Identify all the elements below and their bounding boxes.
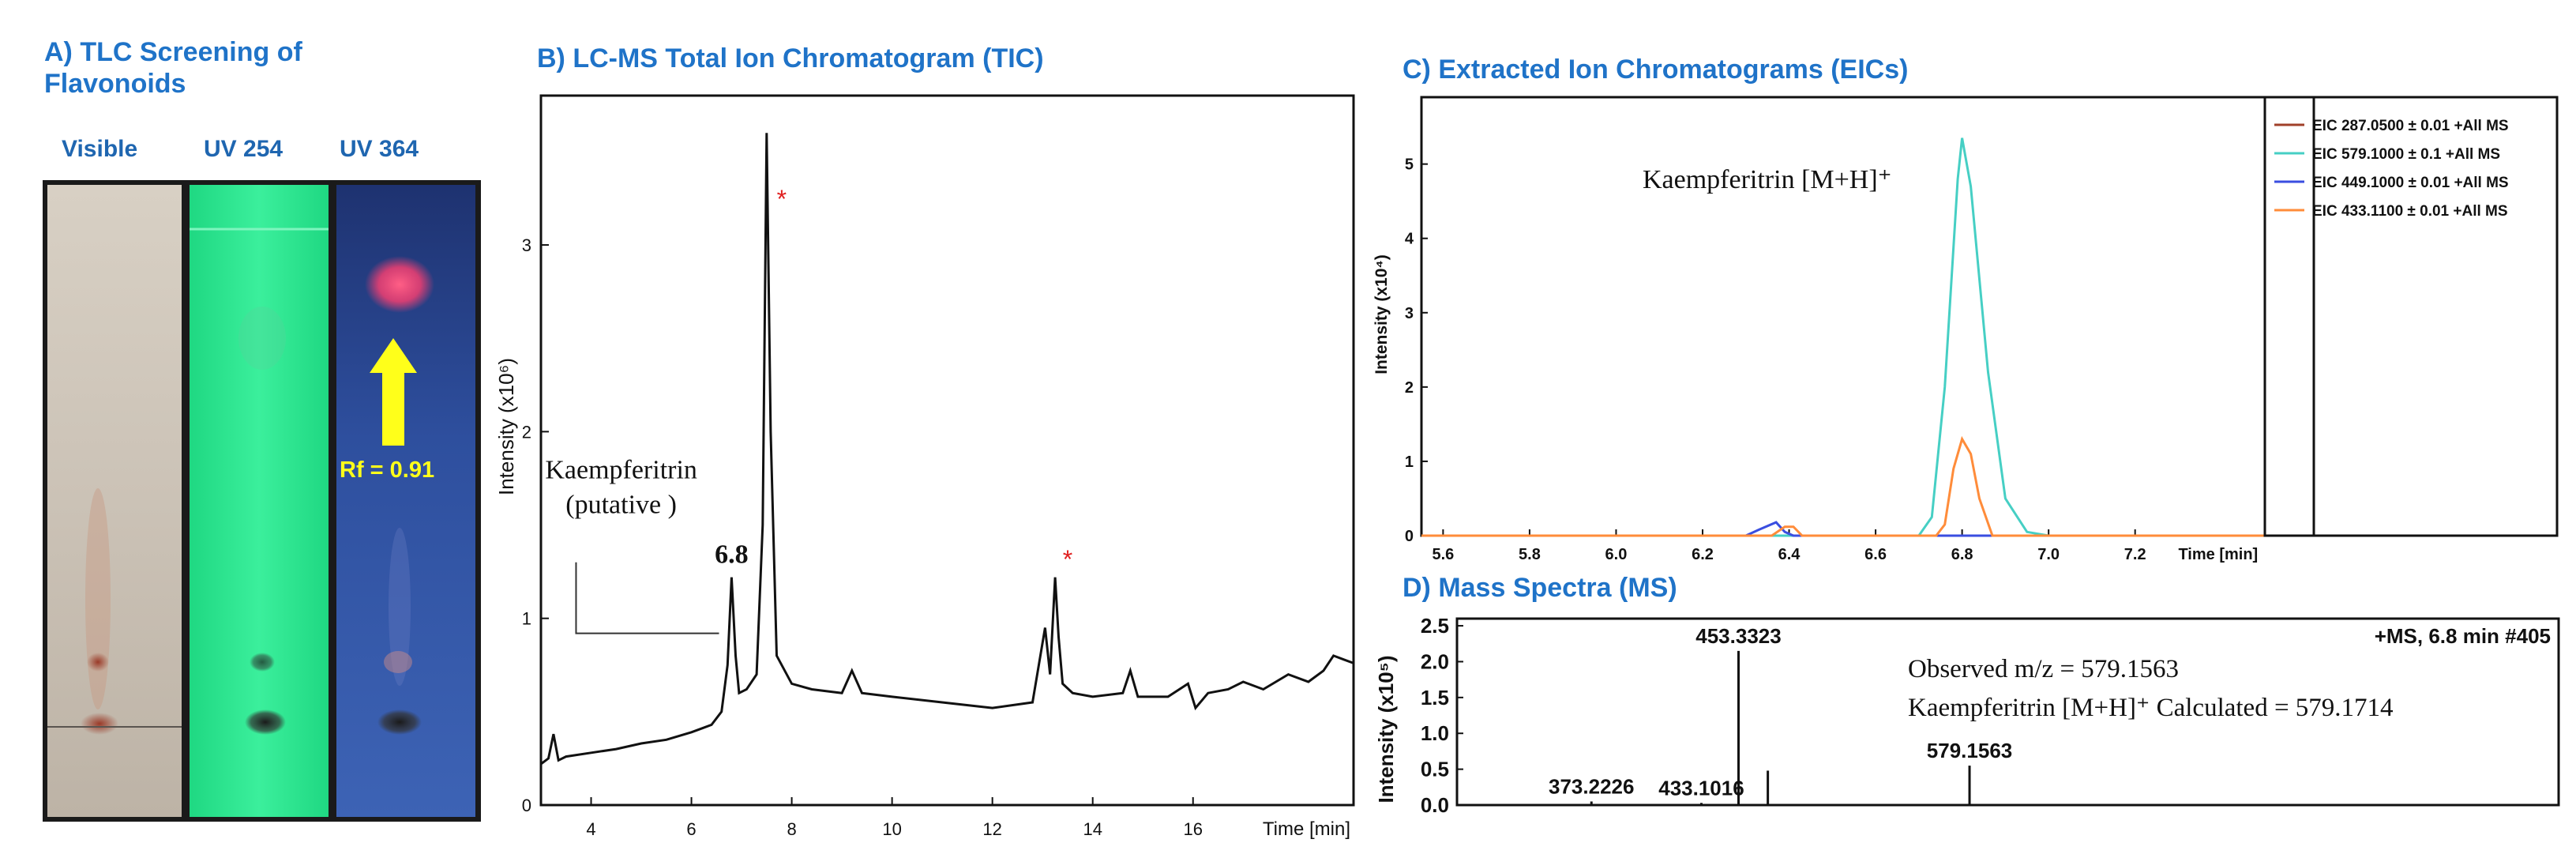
tic-star-mark-2: * xyxy=(1063,545,1072,574)
uv364-pink-spot xyxy=(365,256,434,313)
lane-label-visible: Visible xyxy=(62,136,138,162)
eic-annotation: Kaempferitrin [M+H]⁺ xyxy=(1643,165,1892,194)
rf-arrow-icon xyxy=(370,338,417,446)
eic-legend-label: EIC 579.1000 ± 0.1 +All MS xyxy=(2312,146,2500,163)
eic-chart: Intensity (x10⁴) 0 1 2 3 4 5 5.6 5.8 6.0 6.2 6.4 6… xyxy=(1372,96,2559,563)
tic-xtick-label: 14 xyxy=(1083,819,1102,839)
tic-annotation-line2: (putative ) xyxy=(565,490,677,519)
tic-trace-line xyxy=(540,133,1354,766)
tic-ytick-label: 0 xyxy=(522,796,531,815)
eic-ytick-label: 3 xyxy=(1405,305,1414,322)
uv364-spot-origin xyxy=(377,709,422,735)
tic-annotation-line1: Kaempferitrin xyxy=(545,455,697,484)
uv364-streak xyxy=(389,528,411,686)
tlc-plate-image: Rf = 0.91 xyxy=(43,180,481,822)
panel-a-title-line2: Flavonoids xyxy=(44,69,186,99)
tic-xtick-label: 16 xyxy=(1183,819,1202,839)
eic-series-line-4 xyxy=(1421,435,2265,537)
visible-spot-origin xyxy=(81,713,118,735)
tic-star-mark-1: * xyxy=(777,185,787,213)
eic-xtick-label: 6.8 xyxy=(1951,546,1973,563)
eic-xtick-label: 6.4 xyxy=(1778,546,1801,563)
ms-peak-label: 373.2226 xyxy=(1549,774,1634,798)
tic-xtick-label: 8 xyxy=(787,819,796,839)
visible-streak xyxy=(85,488,111,709)
ms-ylabel: Intensity (x10⁵) xyxy=(1374,655,1398,803)
eic-ytick-label: 2 xyxy=(1405,379,1414,397)
eic-series-line-3 xyxy=(1421,521,2265,537)
uv364-spot-mid xyxy=(384,651,412,673)
panel-b-title: B) LC-MS Total Ion Chromatogram (TIC) xyxy=(537,43,1044,73)
ms-observed-text: Observed m/z = 579.1563 xyxy=(1908,655,2179,683)
ms-header: +MS, 6.8 min #405 xyxy=(2375,624,2551,648)
eic-xlabel: Time [min] xyxy=(2178,546,2258,563)
ms-ytick-label: 1.5 xyxy=(1421,686,1449,709)
ms-ytick-label: 1.0 xyxy=(1421,721,1449,745)
eic-ytick-label: 5 xyxy=(1405,156,1414,174)
eic-ytick-label: 0 xyxy=(1405,528,1414,545)
tic-xtick-label: 6 xyxy=(686,819,696,839)
tic-xtick-label: 4 xyxy=(586,819,595,839)
visible-spot-mid xyxy=(87,653,109,672)
tlc-lane-visible xyxy=(47,185,182,817)
tic-plot-frame xyxy=(539,94,1355,807)
ms-peak-label: 579.1563 xyxy=(1927,739,2012,762)
ms-peak-label: 453.3323 xyxy=(1695,624,1781,648)
uv254-faint-spot xyxy=(238,307,286,370)
ms-ytick-label: 0.5 xyxy=(1421,758,1449,781)
tic-xlabel: Time [min] xyxy=(1263,818,1350,840)
eic-xtick-label: 6.2 xyxy=(1692,546,1714,563)
eic-xtick-label: 6.0 xyxy=(1605,546,1628,563)
eic-series-line-2 xyxy=(1421,137,2265,537)
lane-label-uv364: UV 364 xyxy=(340,136,419,162)
panel-a-title-line1: A) TLC Screening of xyxy=(44,37,302,67)
ms-calculated-text: Kaempferitrin [M+H]⁺ Calculated = 579.17… xyxy=(1908,694,2394,722)
panel-d-title: D) Mass Spectra (MS) xyxy=(1403,573,1677,603)
tic-ylabel: Intensity (x10⁶) xyxy=(494,358,518,495)
panel-a-title: A) TLC Screening of Flavonoids xyxy=(44,36,302,100)
eic-legend-label: EIC 449.1000 ± 0.01 +All MS xyxy=(2312,175,2509,191)
tic-ytick-label: 2 xyxy=(522,422,531,442)
ms-chart: Intensity (x10⁵) 0.0 0.5 1.0 1.5 2.0 2.5 373.… xyxy=(1374,615,2560,817)
eic-xtick-label: 5.6 xyxy=(1432,546,1454,563)
tic-peak-label: 6.8 xyxy=(715,540,749,570)
eic-plot-frame xyxy=(1420,96,2315,537)
tic-ytick-label: 1 xyxy=(522,609,531,629)
ms-ytick-label: 2.0 xyxy=(1421,649,1449,673)
ms-plot-frame xyxy=(1455,617,2560,807)
eic-xtick-label: 6.6 xyxy=(1864,546,1887,563)
lane-label-uv254: UV 254 xyxy=(204,136,284,162)
tic-annotation-pointer xyxy=(575,562,719,634)
eic-ylabel: Intensity (x10⁴) xyxy=(1372,254,1391,374)
tic-xtick-label: 10 xyxy=(882,819,901,839)
eic-legend-label: EIC 433.1100 ± 0.01 +All MS xyxy=(2312,203,2508,220)
panel-c-title: C) Extracted Ion Chromatograms (EICs) xyxy=(1403,55,1909,85)
ms-ytick-label: 2.5 xyxy=(1421,615,1449,638)
uv254-spot-origin xyxy=(245,709,286,735)
eic-ytick-label: 4 xyxy=(1405,231,1414,248)
eic-ytick-label: 1 xyxy=(1405,453,1414,471)
ms-peak-label: 433.1016 xyxy=(1658,776,1744,800)
eic-xtick-label: 7.0 xyxy=(2037,546,2060,563)
eic-legend-label: EIC 287.0500 ± 0.01 +All MS xyxy=(2312,118,2509,134)
uv254-spot-mid xyxy=(250,653,275,672)
ms-ytick-label: 0.0 xyxy=(1421,793,1449,817)
tic-ytick-label: 3 xyxy=(522,235,531,255)
eic-xtick-label: 5.8 xyxy=(1519,546,1541,563)
rf-label: Rf = 0.91 xyxy=(340,457,434,483)
tic-xtick-label: 12 xyxy=(982,819,1001,839)
eic-legend-box xyxy=(2263,96,2559,537)
eic-xtick-label: 7.2 xyxy=(2124,546,2146,563)
